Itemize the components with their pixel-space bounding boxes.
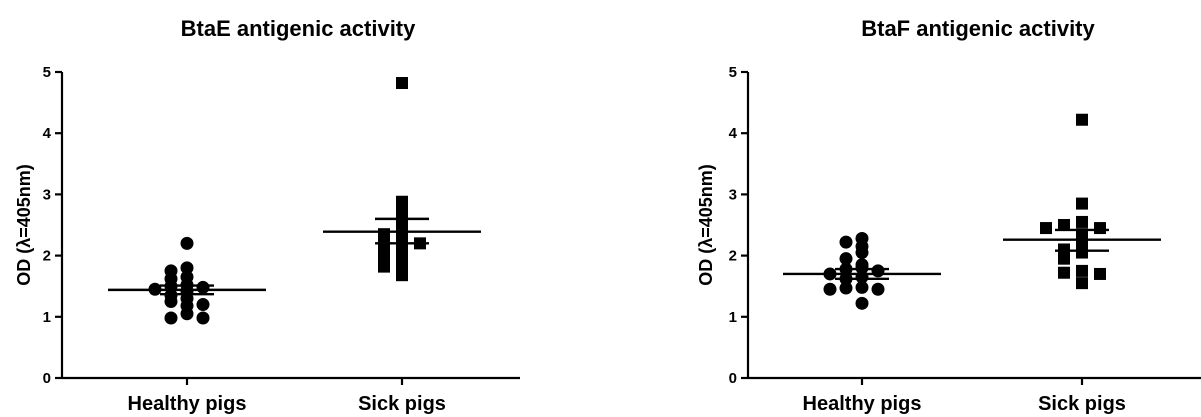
y-tick-label: 0 <box>43 370 51 387</box>
data-point-circle <box>196 298 210 312</box>
data-point-square <box>1076 215 1088 228</box>
x-category-label: Healthy pigs <box>128 393 247 415</box>
data-point-square <box>396 248 408 261</box>
y-axis-label: OD (λ=405nm) <box>696 164 716 286</box>
y-axis-label: OD (λ=405nm) <box>14 164 34 286</box>
data-point-square <box>378 250 390 263</box>
y-tick-label: 0 <box>729 370 737 387</box>
data-point-square <box>1076 197 1088 210</box>
data-point-square <box>396 77 408 90</box>
y-tick-label: 1 <box>43 309 51 326</box>
y-tick-label: 5 <box>729 64 737 81</box>
data-point-circle <box>823 282 837 296</box>
data-point-square <box>1076 113 1088 126</box>
data-point-square <box>378 244 390 257</box>
y-tick-label: 3 <box>729 186 737 203</box>
data-point-circle <box>839 235 853 249</box>
data-point-circle <box>855 296 869 310</box>
data-point-circle <box>855 280 869 294</box>
x-category-label: Sick pigs <box>358 393 446 415</box>
data-point-circle <box>855 246 869 260</box>
chart-title: BtaE antigenic activity <box>181 16 417 41</box>
data-point-square <box>396 258 408 271</box>
data-point-square <box>1040 222 1052 235</box>
y-tick-label: 4 <box>729 125 738 142</box>
data-point-circle <box>839 252 853 266</box>
data-point-square <box>1094 267 1106 280</box>
y-tick-label: 2 <box>729 248 737 265</box>
data-point-square <box>1058 243 1070 256</box>
data-point-circle <box>839 281 853 295</box>
x-category-label: Sick pigs <box>1038 393 1126 415</box>
data-point-circle <box>196 311 210 325</box>
chart-panel-btae: BtaE antigenic activity OD (λ=405nm) 0 1 2 3 4… <box>14 16 520 415</box>
data-point-square <box>396 195 408 208</box>
data-point-circle <box>180 261 194 275</box>
data-point-circle <box>855 261 869 275</box>
data-point-square <box>1094 222 1106 235</box>
x-category-label: Healthy pigs <box>803 393 922 415</box>
y-tick-label: 1 <box>729 309 737 326</box>
y-tick-label: 5 <box>43 64 51 81</box>
data-point-circle <box>196 280 210 294</box>
data-point-square <box>1058 252 1070 265</box>
data-point-circle <box>871 282 885 296</box>
chart-panel-btaf: BtaF antigenic activity OD (λ=405nm) 0 1 2 3 4… <box>696 16 1201 415</box>
data-point-square <box>396 269 408 282</box>
y-tick-label: 3 <box>43 186 51 203</box>
chart-title: BtaF antigenic activity <box>861 16 1095 41</box>
data-point-square <box>1076 277 1088 290</box>
data-point-square <box>1058 266 1070 279</box>
data-point-square <box>1076 246 1088 259</box>
y-tick-label: 2 <box>43 248 51 265</box>
data-point-circle <box>180 236 194 250</box>
data-point-circle <box>164 311 178 325</box>
data-point-circle <box>164 295 178 308</box>
data-point-square <box>396 205 408 218</box>
data-point-square <box>378 260 390 273</box>
y-tick-label: 4 <box>43 125 52 142</box>
data-point-circle <box>871 264 885 278</box>
data-point-square <box>1058 219 1070 231</box>
data-point-circle <box>180 307 194 321</box>
data-point-square <box>1076 264 1088 277</box>
